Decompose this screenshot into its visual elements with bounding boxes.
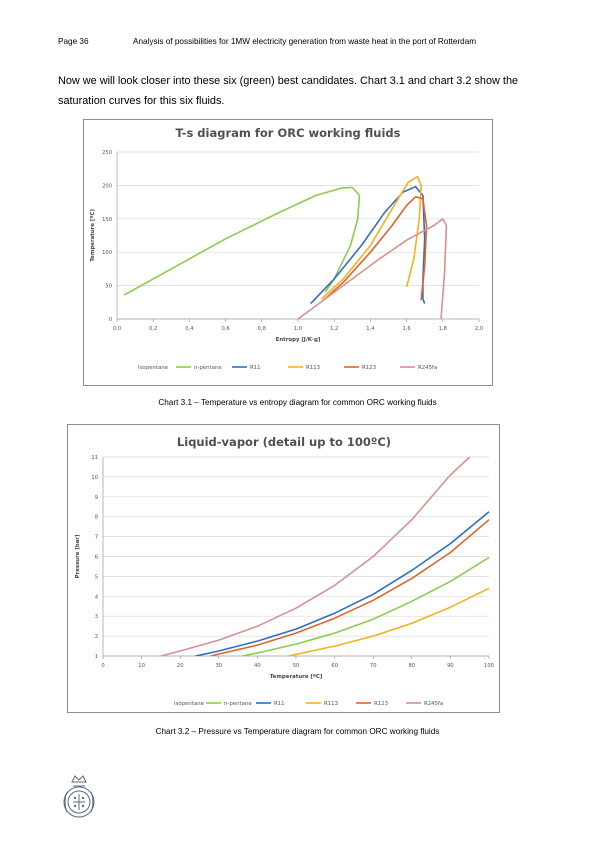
series-line-n-pentane	[123, 186, 361, 296]
legend-label-r123: R123	[362, 365, 376, 371]
y-tick-label: 50	[105, 284, 112, 290]
series-line-isopentane	[335, 614, 489, 656]
x-tick-label: 10	[138, 663, 145, 669]
y-tick-label: 11	[91, 455, 98, 461]
x-tick-label: 90	[447, 663, 454, 669]
ts-diagram-svg: T-s diagram for ORC working fluids 0 50 100…	[89, 126, 483, 371]
x-tick-label: 0,8	[258, 326, 266, 332]
y-tick-label: 9	[95, 495, 98, 501]
x-tick-label: 1,8	[439, 326, 447, 332]
y-tick-label: 2	[95, 634, 98, 640]
x-tick-label: 0,4	[185, 326, 194, 332]
x-tick-label: 70	[370, 663, 377, 669]
legend-label-isopentane: Isopentane	[174, 701, 205, 707]
y-tick-label: 5	[95, 574, 98, 580]
y-tick-label: 3	[95, 614, 98, 620]
legend-label-r245fa: R245fa	[418, 365, 437, 371]
series-line-r11	[195, 511, 490, 656]
legend-label-r245fa: R245fa	[424, 701, 443, 707]
chart-3-2-caption: Chart 3.2 – Pressure vs Temperature diag…	[155, 727, 440, 736]
page-number: Page 36	[58, 37, 89, 46]
y-tick-label: 4	[95, 594, 99, 600]
pressure-temperature-chart: Liquid-vapor (detail up to 100ºC) 1 2 3 4 5 6 7…	[67, 424, 500, 713]
y-tick-label: 100	[102, 250, 112, 256]
y-tick-label: 200	[102, 183, 112, 189]
x-axis-label: Temperature [ºC]	[270, 673, 323, 680]
x-tick-label: 30	[215, 663, 222, 669]
x-tick-label: 1,0	[294, 326, 302, 332]
legend-label-n-pentane: n-pentane	[194, 365, 222, 371]
ts-diagram-chart: T-s diagram for ORC working fluids 0 50 100…	[83, 119, 493, 386]
series-line-r245fa	[297, 218, 448, 319]
series-line-r113	[288, 587, 490, 656]
legend-label-isopentane: Isopentane	[138, 365, 169, 371]
y-tick-label: 6	[95, 555, 98, 561]
x-tick-label: 0,0	[113, 326, 121, 332]
pressure-temperature-svg: Liquid-vapor (detail up to 100ºC) 1 2 3 4 5 6 7…	[75, 435, 494, 707]
chart-3-1-caption: Chart 3.1 – Temperature vs entropy diagr…	[158, 398, 437, 407]
intro-paragraph: Now we will look closer into these six (…	[58, 75, 519, 107]
series-line-r123	[322, 196, 428, 301]
x-tick-label: 0	[101, 663, 104, 669]
x-tick-label: 20	[177, 663, 184, 669]
chart-title: T-s diagram for ORC working fluids	[176, 126, 401, 140]
x-tick-label: 0,2	[149, 326, 157, 332]
chart-title: Liquid-vapor (detail up to 100ºC)	[177, 435, 391, 449]
y-tick-label: 250	[102, 150, 112, 156]
x-tick-label: 2,0	[475, 326, 483, 332]
y-tick-label: 7	[95, 535, 98, 541]
y-axis-label: Temperature [ºC]	[89, 209, 96, 262]
x-tick-label: 80	[408, 663, 415, 669]
x-tick-label: 50	[293, 663, 300, 669]
legend-label-r11: R11	[250, 365, 261, 371]
legend-label-r113: R113	[324, 701, 338, 707]
y-tick-label: 1	[95, 654, 98, 660]
y-tick-label: 8	[95, 515, 98, 521]
series-line-r123	[210, 519, 490, 656]
legend-label-r123: R123	[374, 701, 388, 707]
legend-label-n-pentane: n-pentane	[224, 701, 252, 707]
x-tick-label: 1,6	[402, 326, 410, 332]
x-tick-label: 0,6	[221, 326, 229, 332]
series-line-r113	[320, 175, 422, 300]
x-tick-label: 1,2	[330, 326, 338, 332]
university-seal-logo	[63, 775, 95, 818]
x-tick-label: 60	[331, 663, 338, 669]
x-tick-label: 1,4	[366, 326, 375, 332]
series-line-r245fa	[160, 456, 471, 656]
y-tick-label: 0	[109, 317, 112, 323]
y-tick-label: 150	[102, 217, 112, 223]
legend-label-r113: R113	[306, 365, 320, 371]
x-tick-label: 100	[484, 663, 494, 669]
x-axis-label: Entropy [J/K·g]	[276, 337, 321, 343]
running-header-title: Analysis of possibilities for 1MW electr…	[133, 37, 477, 46]
x-tick-label: 40	[254, 663, 261, 669]
y-tick-label: 10	[91, 475, 98, 481]
legend-label-r11: R11	[274, 701, 285, 707]
series-line-n-pentane	[241, 556, 490, 656]
y-axis-label: Pressure [bar]	[75, 535, 81, 579]
